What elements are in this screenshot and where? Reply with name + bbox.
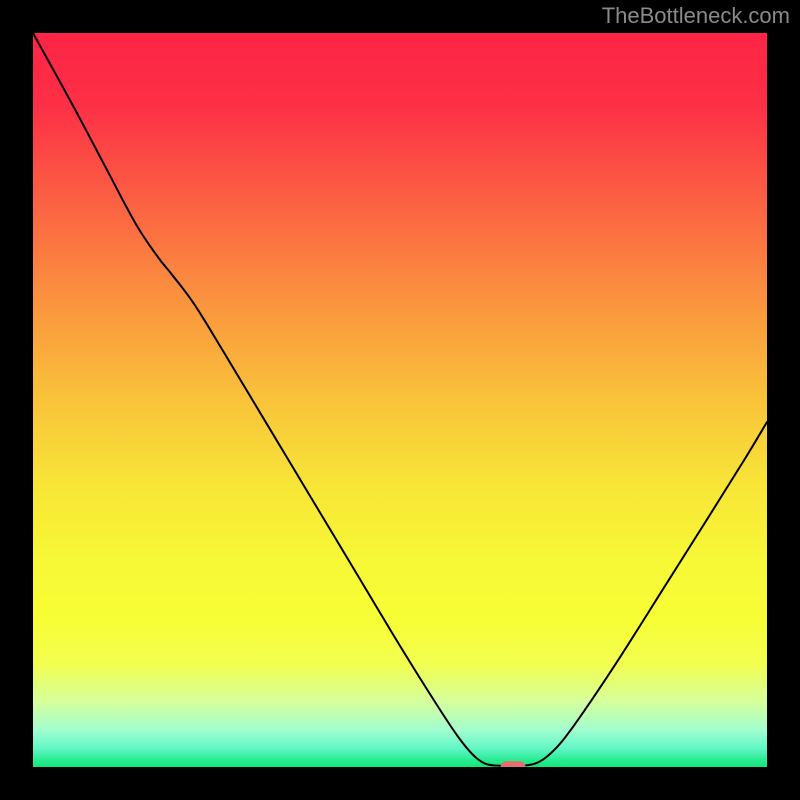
bottleneck-line-chart (33, 33, 767, 767)
chart-frame: TheBottleneck.com (0, 0, 800, 800)
attribution-text: TheBottleneck.com (602, 3, 790, 29)
gradient-background (33, 33, 767, 767)
plot-area (33, 33, 767, 767)
optimal-marker (501, 761, 526, 767)
